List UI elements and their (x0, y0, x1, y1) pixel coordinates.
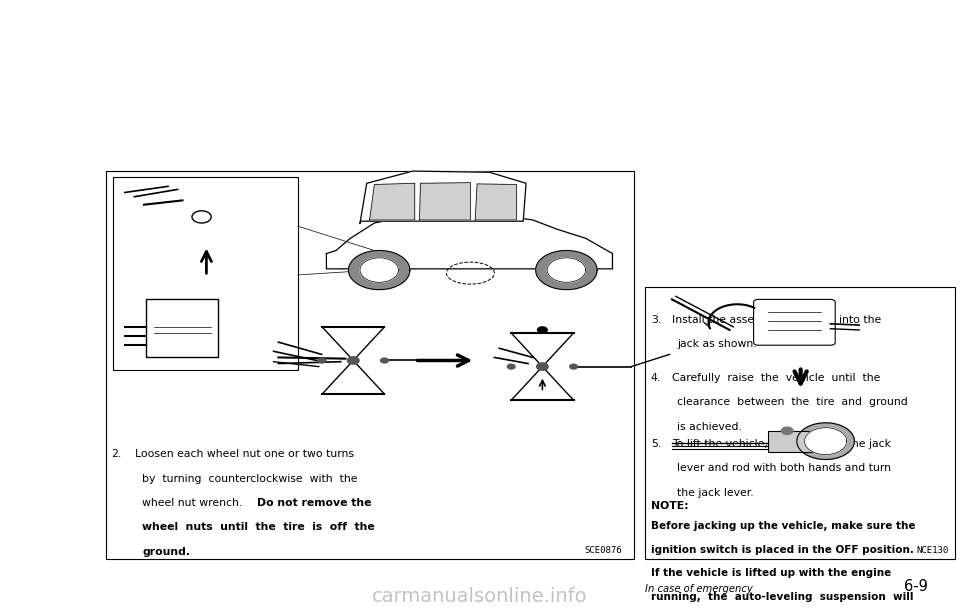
Circle shape (360, 258, 398, 282)
Bar (106, 171, 634, 559)
Text: jack as shown.: jack as shown. (677, 339, 756, 349)
Polygon shape (326, 215, 612, 269)
Circle shape (319, 358, 326, 363)
Polygon shape (420, 183, 470, 220)
Text: carmanualsonline.info: carmanualsonline.info (372, 587, 588, 606)
Text: ground.: ground. (142, 547, 190, 557)
Text: running,  the  auto-leveling  suspension  will: running, the auto-leveling suspension wi… (651, 593, 913, 602)
Polygon shape (475, 184, 516, 220)
Text: Carefully  raise  the  vehicle  until  the: Carefully raise the vehicle until the (672, 373, 880, 382)
Circle shape (348, 357, 359, 364)
Text: Loosen each wheel nut one or two turns: Loosen each wheel nut one or two turns (135, 449, 354, 459)
Text: lever and rod with both hands and turn: lever and rod with both hands and turn (677, 463, 891, 473)
Text: If the vehicle is lifted up with the engine: If the vehicle is lifted up with the eng… (651, 568, 891, 579)
Text: ignition switch is placed in the OFF position.: ignition switch is placed in the OFF pos… (651, 544, 914, 555)
Text: 6-9: 6-9 (904, 579, 928, 594)
Circle shape (781, 427, 793, 434)
Text: wheel nut wrench.: wheel nut wrench. (142, 498, 246, 508)
Bar (113, 177, 298, 370)
FancyBboxPatch shape (754, 299, 835, 345)
Text: 2.: 2. (111, 449, 122, 459)
Circle shape (569, 364, 577, 369)
Text: Do not remove the: Do not remove the (257, 498, 372, 508)
Text: SCE0876: SCE0876 (585, 546, 622, 555)
Text: NCE130: NCE130 (916, 546, 948, 555)
Text: wheel  nuts  until  the  tire  is  off  the: wheel nuts until the tire is off the (142, 522, 374, 532)
Circle shape (507, 364, 515, 369)
Text: To lift the vehicle, securely hold the jack: To lift the vehicle, securely hold the j… (672, 439, 891, 448)
Bar (768, 431, 824, 452)
Text: 5.: 5. (651, 439, 661, 448)
Circle shape (348, 251, 410, 290)
Polygon shape (360, 171, 526, 223)
Circle shape (380, 358, 388, 363)
Circle shape (797, 423, 854, 459)
Text: clearance  between  the  tire  and  ground: clearance between the tire and ground (677, 397, 907, 407)
Text: Install the assembled jack rod into the: Install the assembled jack rod into the (672, 315, 881, 324)
Text: Before jacking up the vehicle, make sure the: Before jacking up the vehicle, make sure… (651, 521, 916, 530)
Circle shape (537, 363, 548, 370)
Polygon shape (370, 183, 415, 220)
Text: In case of emergency: In case of emergency (645, 584, 753, 594)
Text: 4.: 4. (651, 373, 661, 382)
Text: by  turning  counterclockwise  with  the: by turning counterclockwise with the (142, 474, 357, 483)
Circle shape (547, 258, 586, 282)
Bar (146, 299, 218, 357)
Circle shape (804, 428, 847, 455)
Text: is achieved.: is achieved. (677, 422, 742, 431)
Circle shape (538, 327, 547, 333)
Bar (645, 287, 955, 559)
Text: the jack lever.: the jack lever. (677, 488, 754, 497)
Circle shape (536, 251, 597, 290)
Text: 3.: 3. (651, 315, 661, 324)
Text: NOTE:: NOTE: (651, 501, 688, 511)
